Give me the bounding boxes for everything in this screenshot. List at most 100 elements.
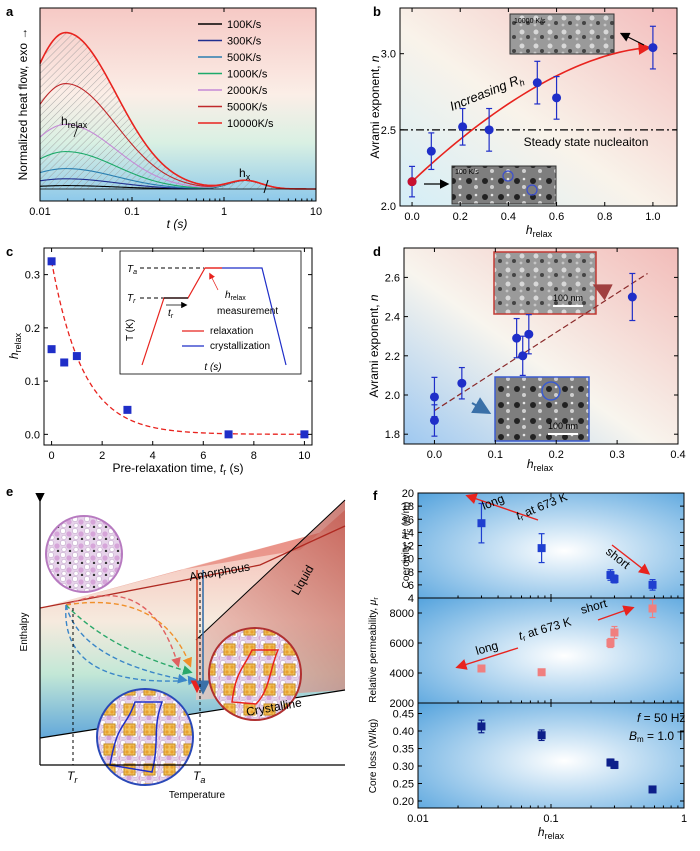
panel-b-label: b xyxy=(373,4,381,19)
point-2 xyxy=(457,378,467,388)
panel-d-inset-bottom-scale: 100 nm xyxy=(548,421,578,431)
y-tick-label: 3.0 xyxy=(381,49,396,61)
panel-c-inset-ylabel: T (K) xyxy=(125,319,136,341)
x-tick-label: 0.4 xyxy=(501,211,516,223)
panel-b-inset-circle xyxy=(526,184,538,196)
panel-b-inset-circle xyxy=(502,170,514,182)
panel-f-mid-long-arrow xyxy=(455,647,519,670)
panel-c-inset: Ta Tr tr hrelax measurement T (K) t (s) … xyxy=(119,250,302,375)
panel-b-xlabel: hrelax xyxy=(526,223,553,239)
y-tick-label: 16 xyxy=(402,514,414,526)
panel-b-axes: 0.0 0.2 0.4 0.6 0.8 1.0 2.0 2.5 3.0 xyxy=(381,8,677,223)
panel-c-inset-legend-relaxation: relaxation xyxy=(210,326,253,337)
panel-e-arrow-green xyxy=(65,604,193,675)
panel-c-inset-legend-crystallization: crystallization xyxy=(210,341,270,352)
panel-f-top-short-arrow xyxy=(611,544,651,575)
panel-f-mid-short-arrow xyxy=(597,605,635,621)
y-tick-label: 0.25 xyxy=(393,779,414,791)
panel-e-arrow-orange xyxy=(65,601,192,668)
point-5 xyxy=(552,93,562,103)
panel-d-ylabel: Avrami exponent, n xyxy=(367,294,381,398)
point-1 xyxy=(426,146,436,156)
panel-c-fit-curve xyxy=(50,261,305,435)
curve-10000K/s xyxy=(39,31,316,190)
point-1 xyxy=(429,415,439,425)
point-4 xyxy=(518,351,528,361)
panel-a: 0.01 0.1 1 10 100K/s 300K/s 500K/s 1000K/s 2000… xyxy=(6,4,322,231)
x-tick-label: 10 xyxy=(310,206,322,218)
panel-f-frequency-label: f = 50 Hz xyxy=(637,711,685,725)
panel-a-x-ticks: 0.01 0.1 1 10 xyxy=(29,8,322,218)
f1-point-0 xyxy=(477,664,486,673)
f1-point-1 xyxy=(537,668,546,677)
x-tick-label: 0 xyxy=(49,450,55,462)
x-tick-label: 0.2 xyxy=(453,211,468,223)
panel-f-label: f xyxy=(373,488,378,503)
panel-e-tr-tick: Tr xyxy=(67,769,78,785)
panel-e-amorphous-structure xyxy=(45,515,123,593)
panel-c-inset-tr-duration: tr xyxy=(168,308,174,320)
f1-point-4 xyxy=(648,604,657,613)
f0-point-4 xyxy=(648,580,657,589)
panel-e-xlabel: Temperature xyxy=(169,790,226,801)
panel-c-axes: 0 2 4 6 8 10 0.0 0.1 0.2 0.3 xyxy=(25,248,312,462)
f0-point-3 xyxy=(610,574,619,583)
point-5 xyxy=(224,430,233,439)
panel-f-bm-label: Bm = 1.0 T xyxy=(629,729,685,744)
hrelax-pointer xyxy=(73,125,79,138)
legend-label-300K/s: 300K/s xyxy=(227,36,262,48)
panel-e-hysteresis-blue xyxy=(109,701,164,773)
y-tick-label: 4000 xyxy=(390,668,414,680)
y-tick-label: 0.20 xyxy=(393,796,414,808)
y-tick-label: 1.8 xyxy=(385,429,400,441)
point-4 xyxy=(532,78,542,88)
y-tick-label: 2000 xyxy=(390,698,414,710)
x-tick-label: 1.0 xyxy=(645,211,660,223)
inset-bottom-arrow xyxy=(471,397,492,414)
y-tick-label: 0.40 xyxy=(393,726,414,738)
x-tick-label: 0.0 xyxy=(404,211,419,223)
panel-d-axes: 0.0 0.1 0.2 0.3 0.4 1.8 2.0 2.2 2.4 2.6 xyxy=(385,248,686,461)
panel-f-xlabel: hrelax xyxy=(538,825,565,841)
x-tick-label: 1 xyxy=(681,813,687,825)
panel-b-reference-label: Steady state nucleaiton xyxy=(524,135,649,149)
f2-point-1 xyxy=(537,731,546,740)
panel-c-inset-ta: Ta xyxy=(127,264,137,276)
f1-point-3 xyxy=(610,628,619,637)
point-6 xyxy=(300,430,309,439)
panel-c-inset-measurement: measurement xyxy=(217,306,278,317)
x-tick-label: 2 xyxy=(99,450,105,462)
panel-d-inset-top-scalebar xyxy=(553,305,583,307)
y-tick-label: 10 xyxy=(402,554,414,566)
y-tick-label: 2.5 xyxy=(381,125,396,137)
legend-label-100K/s: 100K/s xyxy=(227,19,262,31)
panel-d-label: d xyxy=(373,244,381,259)
y-tick-label: 8000 xyxy=(390,608,414,620)
panel-c-xlabel: Pre-relaxation time, tr (s) xyxy=(112,461,243,477)
x-tick-label: 0.3 xyxy=(609,449,624,461)
panel-a-ylabel: Normalized heat flow, exo → xyxy=(16,28,30,181)
y-tick-label: 12 xyxy=(402,541,414,553)
y-tick-label: 0.1 xyxy=(25,376,40,388)
x-tick-label: 0.8 xyxy=(597,211,612,223)
f0-point-1 xyxy=(537,544,546,553)
decay-fit xyxy=(50,261,305,435)
y-tick-label: 6 xyxy=(408,580,414,592)
x-tick-label: 6 xyxy=(200,450,206,462)
panel-b-inset-bottom-label: 100 K/s xyxy=(455,169,479,176)
panel-e-amorphous-curve xyxy=(39,525,346,609)
panel-c-inset-tr: Tr xyxy=(127,293,136,305)
y-tick-label: 6000 xyxy=(390,638,414,650)
panel-d-frame xyxy=(403,247,679,445)
y-tick-label: 2.6 xyxy=(385,272,400,284)
panel-e-label: e xyxy=(6,484,13,499)
panel-c-inset-hrelax-arrow xyxy=(209,272,219,291)
panel-d-points xyxy=(429,272,637,437)
panel-f-mid-background xyxy=(418,598,684,703)
panel-a-label: a xyxy=(6,4,14,19)
y-tick-label: 0.35 xyxy=(393,744,414,756)
y-tick-label: 2.2 xyxy=(385,351,400,363)
